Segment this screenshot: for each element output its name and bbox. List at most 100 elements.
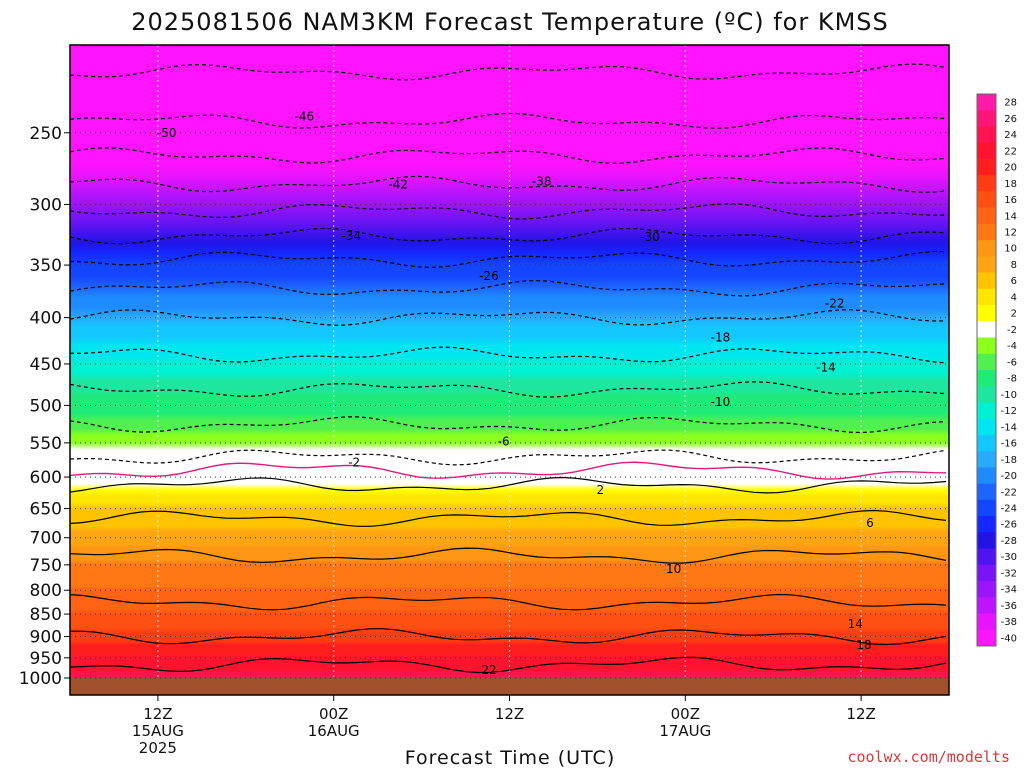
colorbar-swatch bbox=[977, 142, 996, 160]
y-tick-label: 650 bbox=[30, 500, 62, 520]
colorbar-swatch bbox=[977, 240, 996, 257]
colorbar-swatch bbox=[977, 483, 996, 501]
colorbar-label: 22 bbox=[1004, 146, 1017, 157]
y-tick-label: 400 bbox=[30, 309, 62, 329]
colorbar-swatch bbox=[977, 110, 996, 127]
plot-area bbox=[70, 45, 949, 695]
colorbar-label: 16 bbox=[1004, 195, 1017, 206]
contour-line bbox=[70, 547, 947, 564]
y-tick-label: 900 bbox=[30, 628, 62, 648]
colorbar-label: 8 bbox=[1011, 260, 1017, 271]
colorbar-swatch bbox=[977, 418, 996, 436]
x-tick-label: 12Z bbox=[495, 705, 524, 723]
colorbar-label: -8 bbox=[1007, 374, 1017, 385]
contour-line bbox=[70, 509, 947, 527]
y-tick-label: 850 bbox=[30, 605, 62, 625]
colorbar-label: 10 bbox=[1004, 244, 1017, 255]
contour-line bbox=[70, 416, 947, 434]
colorbar-label: -14 bbox=[1001, 422, 1017, 433]
contour-label: -30 bbox=[640, 230, 660, 244]
y-tick-label: 350 bbox=[30, 256, 62, 276]
colorbar-label: -34 bbox=[1001, 585, 1017, 596]
colorbar-swatch bbox=[977, 564, 996, 582]
x-tick-label: 2025 bbox=[139, 739, 177, 757]
contour-label: 22 bbox=[481, 663, 496, 677]
y-tick-label: 500 bbox=[30, 396, 62, 416]
contour-label: -46 bbox=[295, 110, 315, 124]
x-axis-label: Forecast Time (UTC) bbox=[405, 747, 615, 768]
colorbar-label: -26 bbox=[1001, 520, 1017, 531]
colorbar-swatch bbox=[977, 613, 996, 631]
colorbar-swatch bbox=[977, 434, 996, 452]
colorbar-label: 28 bbox=[1004, 98, 1017, 109]
colorbar-label: 14 bbox=[1004, 211, 1017, 222]
colorbar-swatch bbox=[977, 207, 996, 225]
contour-label: 10 bbox=[666, 562, 681, 576]
contour-label: -14 bbox=[816, 360, 836, 374]
colorbar-label: -2 bbox=[1007, 325, 1017, 336]
colorbar-swatch bbox=[977, 321, 996, 339]
colorbar-label: -38 bbox=[1001, 617, 1017, 628]
ground-layer bbox=[70, 678, 949, 695]
colorbar-label: 6 bbox=[1011, 276, 1017, 287]
contour-label: -6 bbox=[498, 434, 510, 448]
contour-label: 2 bbox=[597, 483, 605, 497]
colorbar-swatch bbox=[977, 402, 996, 420]
colorbar-label: -18 bbox=[1001, 455, 1017, 466]
y-tick-label: 750 bbox=[30, 556, 62, 576]
y-axis: 250 300 350 400 450 500 550 600 650 700 750 800 850 9… bbox=[19, 124, 70, 689]
colorbar-swatch bbox=[977, 175, 996, 192]
colorbar-swatch bbox=[977, 629, 996, 647]
colorbar-label: -16 bbox=[1001, 439, 1017, 450]
colorbar-swatch bbox=[977, 451, 996, 468]
contour-line bbox=[70, 346, 947, 364]
colorbar-label: -40 bbox=[1001, 633, 1017, 644]
contour-line bbox=[70, 250, 947, 269]
y-tick-label: 700 bbox=[30, 529, 62, 549]
colorbar-label: -4 bbox=[1007, 341, 1017, 352]
contour-line bbox=[70, 449, 947, 466]
colorbar-swatch bbox=[977, 223, 996, 241]
chart-title: 2025081506 NAM3KM Forecast Temperature (… bbox=[131, 8, 889, 36]
colorbar-swatch bbox=[977, 256, 996, 274]
contour-labels: -50-46-42 -38-34 -30-26-22-18-14-10-6-2261… bbox=[157, 110, 874, 677]
y-tick-label: 450 bbox=[30, 355, 62, 375]
colorbar-swatch bbox=[977, 532, 996, 550]
y-tick-label: 600 bbox=[30, 468, 62, 488]
y-tick-label: 950 bbox=[30, 649, 62, 669]
contour-label: -18 bbox=[711, 331, 731, 345]
y-tick-label: 1000 bbox=[19, 669, 62, 689]
colorbar-swatch bbox=[977, 467, 996, 485]
x-tick-label: 12Z bbox=[143, 705, 172, 723]
contour-label: -26 bbox=[479, 269, 499, 283]
colorbar-label: -30 bbox=[1001, 552, 1017, 563]
contour-label: -34 bbox=[341, 229, 361, 243]
colorbar-label: 18 bbox=[1004, 179, 1017, 190]
colorbar-label: -36 bbox=[1001, 601, 1017, 612]
contour-label: -38 bbox=[532, 175, 552, 189]
colorbar-swatch bbox=[977, 597, 996, 615]
colorbar-frame bbox=[976, 93, 997, 647]
contour-line bbox=[70, 309, 947, 326]
colorbar-swatch bbox=[977, 126, 996, 144]
colorbar-label: 24 bbox=[1004, 130, 1017, 141]
colorbar-label: -6 bbox=[1007, 357, 1017, 368]
contour-label: 6 bbox=[866, 516, 874, 530]
contour-label: 14 bbox=[848, 617, 863, 631]
colorbar-label: 26 bbox=[1004, 114, 1017, 125]
colorbar-swatch bbox=[977, 353, 996, 371]
colorbar-swatch bbox=[977, 499, 996, 517]
colorbar-label: 12 bbox=[1004, 228, 1017, 239]
colorbar-swatch bbox=[977, 337, 996, 355]
contour-label: 18 bbox=[856, 638, 871, 652]
x-tick-label: 17AUG bbox=[659, 722, 711, 740]
credit-link[interactable]: coolwx.com/modelts bbox=[847, 748, 1010, 766]
colorbar-swatch bbox=[977, 386, 996, 403]
colorbar-swatch bbox=[977, 272, 996, 290]
colorbar-swatch bbox=[977, 288, 996, 306]
contour-line bbox=[70, 175, 947, 193]
colorbar-swatch bbox=[977, 191, 996, 209]
gridlines bbox=[70, 45, 949, 679]
colorbar-label: -28 bbox=[1001, 536, 1017, 547]
contour-label: -22 bbox=[825, 297, 845, 311]
